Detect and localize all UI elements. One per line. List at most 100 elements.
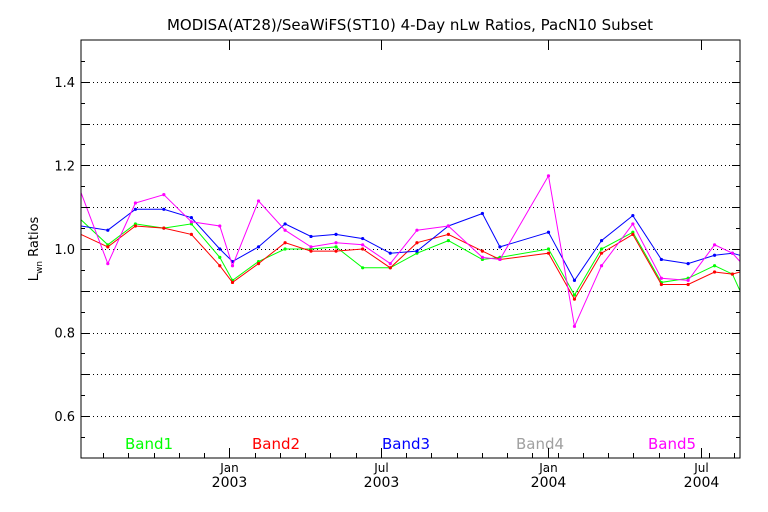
series-line-band1 [80,219,741,297]
data-point-band5 [230,264,235,268]
data-point-band2 [546,251,551,255]
data-point-band1 [572,293,577,297]
data-point-band5 [659,276,663,280]
data-point-band5 [133,201,138,205]
series-line-band5 [80,174,741,329]
x-tick-month-label: Jan [219,461,239,475]
data-point-band2 [446,232,450,236]
data-point-band1 [283,247,287,251]
legend-label-band4: Band4 [516,435,564,453]
data-point-band5 [498,257,502,262]
y-axis-label-rest: Ratios [27,216,42,261]
data-point-band5 [446,224,450,228]
data-point-band2 [162,226,166,230]
data-point-band5 [256,199,261,203]
series-line-band2 [80,225,741,301]
data-point-band2 [686,282,690,287]
y-tick-label: 1.0 [54,243,75,258]
y-tick-label: 0.8 [54,327,75,342]
data-point-band3 [133,207,138,211]
data-point-band2 [334,249,338,253]
x-tick-year-label: 2003 [212,475,248,491]
data-point-band1 [361,266,365,270]
data-point-band2 [388,266,392,270]
data-point-band1 [446,239,450,243]
data-point-band2 [572,297,577,301]
data-point-band3 [546,230,551,234]
data-point-band3 [415,249,419,253]
data-point-band3 [388,251,392,255]
data-point-band3 [334,232,338,236]
y-tick-label: 1.2 [54,159,75,174]
data-point-band5 [334,241,338,245]
data-point-band1 [218,255,222,259]
y-axis-label: Lwn Ratios [27,216,45,281]
data-point-band5 [686,278,690,282]
data-point-band2 [189,232,193,236]
data-point-band3 [631,213,635,218]
data-point-band5 [546,174,551,178]
y-axis-label-main: L [27,273,42,281]
data-point-band5 [415,228,419,232]
data-point-band3 [712,253,717,257]
x-tick-year-label: 2003 [364,475,400,491]
data-point-band5 [309,245,313,249]
data-point-band5 [631,222,635,226]
x-tick-year-label: 2004 [531,475,567,491]
data-point-band3 [498,245,502,249]
data-point-band3 [599,239,604,243]
data-point-band5 [730,251,735,255]
data-point-band2 [230,280,235,285]
data-point-band2 [730,272,735,276]
data-point-band2 [106,245,110,249]
x-tick-month-label: Jan [538,461,558,475]
data-point-band1 [712,264,717,268]
y-tick-label: 1.4 [54,76,75,91]
data-point-band3 [309,234,313,239]
data-point-band2 [659,282,663,287]
data-point-band5 [388,262,392,266]
data-point-band5 [712,243,717,247]
y-axis: 0.6 0.8 1.0 1.2 1.4 [54,61,740,438]
data-point-band2 [283,241,287,245]
series-line-band3 [80,208,741,282]
data-point-band2 [415,241,419,245]
data-point-band2 [712,270,717,274]
series-layer [80,174,741,329]
data-point-band3 [283,222,287,226]
data-point-band1 [334,245,338,249]
data-point-band5 [599,264,604,268]
data-point-band5 [106,262,110,266]
legend-label-band5: Band5 [648,435,696,453]
x-tick-year-label: 2004 [684,475,720,491]
data-point-band2 [218,264,222,268]
data-point-band3 [686,262,690,266]
x-tick-month-label: Jul [373,461,388,475]
y-axis-label-subscript: wn [35,261,45,274]
chart-title: MODISA(AT28)/SeaWiFS(ST10) 4-Day nLw Rat… [167,16,653,34]
legend-label-band2: Band2 [252,435,300,453]
data-point-band2 [480,249,484,253]
data-point-band2 [361,247,365,251]
data-point-band2 [309,249,313,253]
data-point-band5 [162,193,166,197]
legend: Band1 Band2 Band3 Band4 Band5 [125,435,696,453]
data-point-band3 [189,216,193,220]
data-point-band2 [631,232,635,236]
data-point-band2 [599,251,604,255]
data-point-band3 [256,245,261,249]
data-point-band5 [572,324,577,328]
data-point-band3 [106,228,110,232]
data-point-band2 [256,262,261,266]
x-tick-month-label: Jul [693,461,708,475]
data-point-band2 [133,224,138,228]
legend-label-band1: Band1 [125,435,173,453]
data-point-band1 [599,247,604,251]
y-tick-label: 0.6 [54,410,75,425]
data-point-band5 [218,224,222,228]
data-point-band3 [480,211,484,216]
data-point-band3 [361,236,365,241]
data-point-band5 [361,243,365,247]
